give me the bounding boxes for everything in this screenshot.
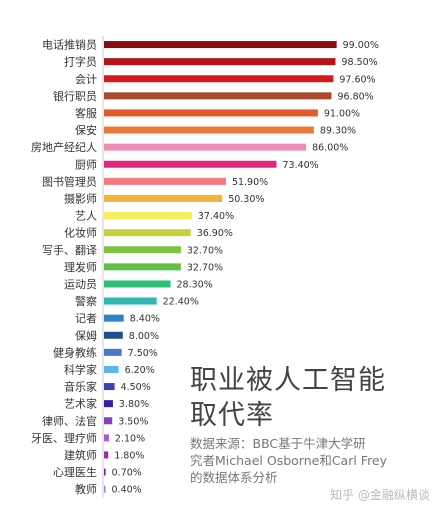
bar bbox=[104, 177, 226, 185]
data-label: 0.70% bbox=[112, 468, 142, 479]
category-label: 房地产经纪人 bbox=[31, 140, 97, 154]
bar bbox=[104, 92, 332, 100]
data-label: 2.10% bbox=[115, 433, 145, 444]
data-label: 99.00% bbox=[343, 40, 379, 51]
data-label: 28.30% bbox=[177, 279, 213, 290]
bar bbox=[104, 434, 109, 442]
data-label: 32.70% bbox=[187, 262, 223, 273]
data-label: 96.80% bbox=[337, 91, 373, 102]
bar bbox=[104, 331, 123, 339]
data-label: 3.50% bbox=[118, 416, 148, 427]
category-label: 保姆 bbox=[75, 328, 97, 342]
data-label: 32.70% bbox=[187, 245, 223, 256]
bar bbox=[104, 229, 191, 237]
bar bbox=[104, 451, 109, 459]
data-label: 89.30% bbox=[320, 126, 356, 137]
data-label: 51.90% bbox=[232, 177, 268, 188]
source-note-line-2: 究者Michael Osborne和Carl Frey bbox=[190, 453, 388, 468]
category-label: 保安 bbox=[75, 123, 97, 137]
bar bbox=[104, 194, 223, 202]
data-label: 8.40% bbox=[130, 314, 160, 325]
bar bbox=[104, 314, 124, 322]
bar bbox=[104, 212, 192, 220]
category-label: 厨师 bbox=[75, 158, 97, 171]
bar bbox=[104, 109, 318, 117]
category-label: 科学家 bbox=[64, 362, 97, 376]
category-label: 教师 bbox=[75, 483, 97, 496]
data-label: 86.00% bbox=[312, 143, 348, 154]
category-label: 理发师 bbox=[64, 260, 97, 274]
bar bbox=[104, 143, 307, 151]
category-label: 运动员 bbox=[64, 278, 97, 291]
category-label: 打字员 bbox=[64, 55, 97, 69]
data-label: 91.00% bbox=[324, 108, 360, 119]
data-label: 8.00% bbox=[129, 331, 159, 342]
category-label: 律师、法官 bbox=[42, 414, 97, 428]
data-label: 0.40% bbox=[112, 485, 142, 496]
category-label: 写手、翻译 bbox=[42, 243, 97, 257]
category-label: 艺人 bbox=[75, 210, 97, 223]
bar bbox=[104, 126, 314, 134]
bar bbox=[104, 246, 181, 254]
category-label: 建筑师 bbox=[64, 448, 97, 462]
bar bbox=[104, 383, 115, 391]
category-label: 牙医、理疗师 bbox=[31, 431, 97, 445]
data-label: 7.50% bbox=[128, 348, 158, 359]
bar bbox=[104, 400, 113, 408]
category-label: 银行职员 bbox=[53, 89, 97, 103]
category-label: 健身教练 bbox=[53, 345, 97, 359]
chart-title-line-2: 取代率 bbox=[190, 400, 274, 431]
category-label: 摄影师 bbox=[64, 191, 97, 205]
category-label: 记者 bbox=[75, 312, 97, 325]
data-label: 1.80% bbox=[114, 450, 144, 461]
category-label: 艺术家 bbox=[64, 397, 97, 411]
bar bbox=[104, 41, 337, 49]
source-note-line-1: 数据来源：BBC基于牛津大学研 bbox=[190, 436, 366, 451]
data-label: 6.20% bbox=[125, 365, 155, 376]
chart-title-line-1: 职业被人工智能 bbox=[190, 365, 386, 396]
category-label: 心理医生 bbox=[53, 465, 97, 479]
data-label: 37.40% bbox=[198, 211, 234, 222]
category-label: 电话推销员 bbox=[42, 38, 97, 52]
category-label: 客服 bbox=[75, 106, 97, 120]
category-label: 警察 bbox=[75, 294, 97, 308]
source-note-line-3: 的数据体系分析 bbox=[190, 470, 278, 485]
category-label: 会计 bbox=[75, 73, 97, 86]
data-label: 3.80% bbox=[119, 399, 149, 410]
bar bbox=[104, 280, 171, 288]
bar bbox=[104, 417, 113, 425]
bar bbox=[104, 75, 334, 83]
bar bbox=[104, 263, 181, 271]
data-label: 50.30% bbox=[228, 194, 264, 205]
category-label: 图书管理员 bbox=[42, 174, 97, 188]
bar bbox=[104, 485, 106, 493]
bar bbox=[104, 297, 157, 305]
data-label: 36.90% bbox=[197, 228, 233, 239]
data-label: 97.60% bbox=[339, 74, 375, 85]
data-label: 73.40% bbox=[282, 160, 318, 171]
watermark: 知乎 @金融纵横谈 bbox=[330, 488, 430, 502]
bar bbox=[104, 468, 106, 476]
bar bbox=[104, 348, 122, 356]
bar bbox=[104, 160, 277, 168]
data-label: 4.50% bbox=[121, 382, 151, 393]
category-label: 化妆师 bbox=[64, 226, 97, 240]
bar bbox=[104, 58, 336, 66]
data-label: 22.40% bbox=[163, 297, 199, 308]
category-label: 音乐家 bbox=[64, 380, 97, 394]
data-label: 98.50% bbox=[341, 57, 377, 68]
bar bbox=[104, 365, 119, 373]
